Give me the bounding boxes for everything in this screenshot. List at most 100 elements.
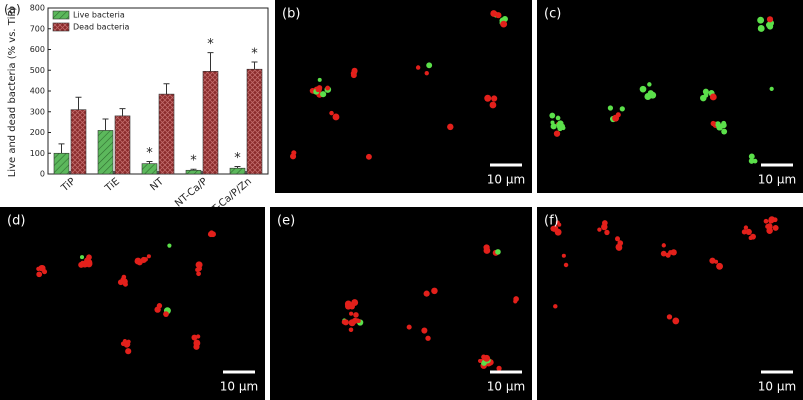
micrograph-background	[0, 207, 265, 400]
x-tick-label: TiP	[59, 176, 78, 194]
cell	[563, 262, 569, 268]
annotation: *	[234, 151, 241, 166]
bar	[70, 109, 87, 175]
y-axis-label: Live and dead bacteria (% vs. TiP)	[7, 7, 18, 178]
cell	[291, 150, 297, 156]
cell	[553, 130, 561, 137]
bar	[141, 163, 158, 175]
cell	[748, 153, 755, 160]
x-tick-label: NT-Ca/P	[173, 176, 210, 209]
cell	[491, 95, 498, 102]
panel-label: (b)	[282, 7, 300, 22]
y-tick-label: 200	[30, 128, 45, 137]
cell	[79, 255, 85, 260]
cell	[36, 271, 43, 278]
cell	[550, 123, 557, 130]
cell	[766, 223, 773, 230]
y-tick-label: 0	[40, 170, 45, 179]
cell	[431, 287, 438, 295]
error-bar	[58, 143, 65, 154]
cell	[482, 355, 489, 361]
cell	[143, 257, 148, 262]
cell	[348, 319, 356, 327]
legend-swatch	[52, 22, 70, 32]
panel-label: (d)	[7, 214, 25, 229]
cell	[154, 306, 161, 313]
cell	[757, 25, 765, 32]
cell	[709, 93, 717, 101]
cell	[365, 153, 372, 160]
cell	[647, 82, 652, 87]
cell	[38, 266, 43, 271]
bar	[246, 68, 263, 175]
cell	[644, 93, 652, 100]
scale-bar-label: 10 µm	[758, 380, 796, 394]
cell	[709, 257, 716, 264]
cell	[767, 23, 774, 30]
cell	[741, 229, 747, 235]
cell	[668, 250, 673, 255]
cell	[619, 106, 625, 112]
cell	[561, 253, 566, 258]
bar	[229, 167, 246, 175]
cell	[500, 20, 508, 28]
cell	[342, 319, 349, 326]
y-tick-label: 400	[30, 87, 45, 96]
error-bar	[234, 166, 241, 169]
annotation: *	[251, 46, 258, 61]
cell	[86, 254, 92, 261]
cell	[553, 304, 558, 309]
cell	[513, 299, 518, 304]
cell	[496, 365, 502, 372]
cell	[495, 12, 501, 18]
cell	[329, 110, 334, 116]
panel-label: (f)	[544, 214, 559, 229]
panel-label: (c)	[544, 7, 561, 22]
error-bar	[119, 108, 126, 116]
cell	[120, 341, 126, 347]
cell	[639, 85, 647, 93]
annotation: *	[146, 146, 153, 161]
cell	[117, 279, 124, 286]
cell	[615, 112, 621, 118]
cell	[483, 247, 491, 254]
cell	[406, 324, 412, 330]
micrograph-background	[537, 207, 803, 400]
micrograph: (f) 10 µm	[537, 207, 803, 400]
cell	[167, 243, 172, 248]
cell	[702, 88, 709, 95]
cell	[661, 243, 666, 248]
cell	[421, 327, 428, 334]
micrograph: (c) 10 µm	[537, 0, 803, 193]
cell	[447, 123, 454, 131]
cell	[478, 358, 483, 363]
micrograph: (d) 10 µm	[0, 207, 265, 400]
x-tick-label: TiE	[103, 176, 122, 195]
legend-swatch	[52, 10, 70, 20]
cell	[660, 250, 667, 257]
cell	[721, 120, 727, 126]
cell	[769, 86, 774, 91]
cell	[350, 70, 356, 76]
micrograph: (e) 10 µm	[270, 207, 532, 400]
cell	[604, 229, 610, 236]
error-bar	[207, 52, 214, 72]
cell	[617, 240, 624, 246]
cell	[752, 158, 758, 164]
cell	[125, 348, 132, 355]
annotation: *	[207, 37, 214, 52]
cell	[757, 16, 765, 24]
cell	[325, 85, 331, 91]
error-bar	[190, 168, 197, 171]
y-tick-label: 800	[30, 4, 45, 13]
x-tick-label: NT	[148, 176, 166, 194]
cell	[424, 71, 429, 76]
cell	[670, 249, 677, 256]
scale-bar-label: 10 µm	[758, 173, 796, 187]
cell	[555, 115, 561, 121]
cell	[425, 335, 431, 341]
cell	[195, 334, 201, 339]
cell	[552, 225, 559, 232]
cell	[710, 120, 716, 127]
